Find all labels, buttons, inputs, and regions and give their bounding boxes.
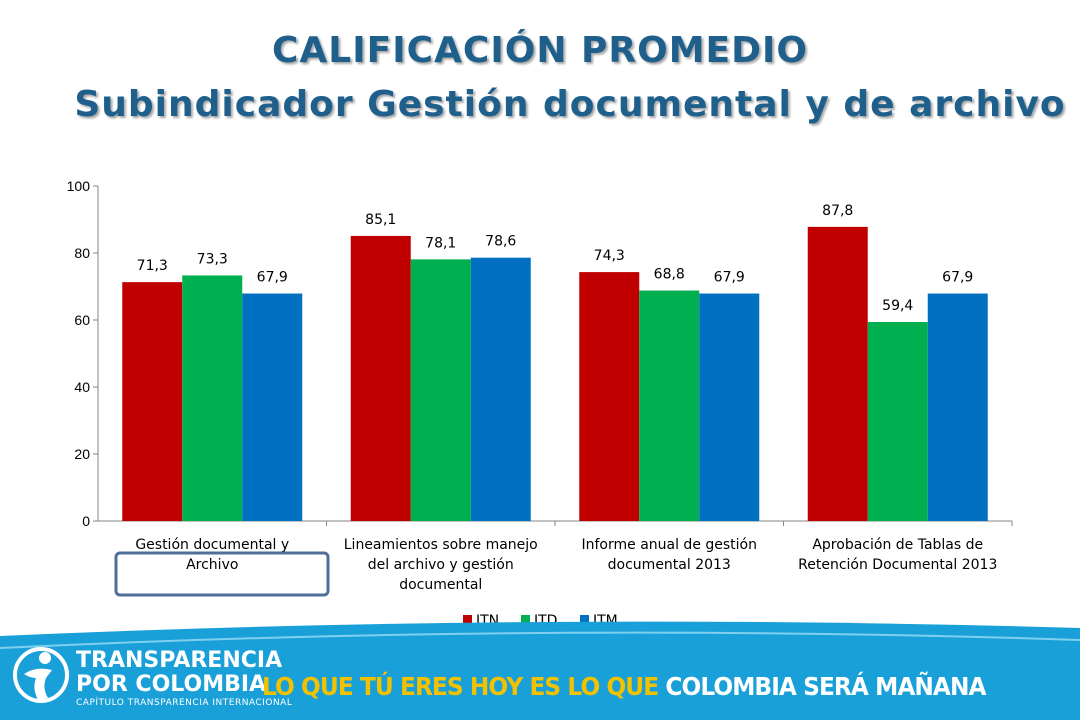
- y-tick-label: 60: [74, 312, 90, 328]
- slogan-part2: COLOMBIA SERÁ MAÑANA: [665, 672, 986, 701]
- page-subtitle: Subindicador Gestión documental y de arc…: [74, 84, 1066, 125]
- data-label: 78,1: [425, 235, 456, 251]
- bar-itm: [242, 293, 303, 521]
- bar-itn: [350, 235, 411, 522]
- bar-itm: [927, 293, 988, 521]
- data-label: 59,4: [882, 298, 913, 314]
- x-category-label: Aprobación de Tablas de: [812, 537, 983, 553]
- logo-name-line1: TRANSPARENCIA: [76, 648, 283, 673]
- data-label: 87,8: [822, 203, 853, 219]
- y-tick-label: 20: [74, 446, 90, 462]
- data-label: 73,3: [197, 251, 228, 267]
- bar-chart: 0 20 40 60 80 100 71,3 73,3 67,9 Gestión document…: [67, 178, 1013, 629]
- data-label: 67,9: [257, 270, 288, 286]
- x-category-label: Informe anual de gestión: [581, 537, 757, 553]
- x-category-label: del archivo y gestión: [368, 557, 514, 573]
- y-tick-label: 80: [74, 245, 90, 261]
- page-title: CALIFICACIÓN PROMEDIO: [272, 30, 808, 71]
- bar-itd: [410, 259, 471, 521]
- bar-itm: [470, 257, 531, 521]
- data-label: 67,9: [714, 270, 745, 286]
- data-label: 67,9: [942, 270, 973, 286]
- bar-itn: [807, 226, 868, 521]
- x-category-label: Gestión documental y: [135, 537, 289, 553]
- y-tick-label: 100: [67, 178, 91, 194]
- legend-swatch-itm: [580, 615, 589, 624]
- x-category-label: documental: [399, 577, 482, 593]
- data-label: 85,1: [365, 212, 396, 228]
- footer-band: [0, 621, 1080, 720]
- bar-itd: [182, 275, 243, 521]
- transparency-logo-icon: [13, 647, 69, 703]
- logo-tagline: CAPÍTULO TRANSPARENCIA INTERNACIONAL: [76, 698, 293, 708]
- highlight-box: [114, 551, 330, 597]
- data-label: 74,3: [594, 248, 625, 264]
- data-label: 68,8: [654, 267, 685, 283]
- x-category-label: Archivo: [186, 557, 238, 573]
- x-category-label: Retención Documental 2013: [798, 557, 997, 573]
- data-label: 78,6: [485, 234, 516, 250]
- bar-itd: [867, 322, 928, 521]
- y-tick-label: 40: [74, 379, 90, 395]
- y-tick-label: 0: [82, 513, 90, 529]
- x-category-label: Lineamientos sobre manejo: [344, 537, 538, 553]
- legend-swatch-itd: [521, 615, 530, 624]
- bar-itd: [639, 290, 700, 521]
- logo-name-line2: POR COLOMBIA: [76, 672, 267, 697]
- slogan: LO QUE TÚ ERES HOY ES LO QUE COLOMBIA SE…: [262, 672, 987, 701]
- legend-swatch-itn: [463, 615, 472, 624]
- bar-itn: [122, 282, 183, 521]
- slogan-part1: LO QUE TÚ ERES HOY ES LO QUE: [262, 672, 666, 701]
- x-category-label: documental 2013: [608, 557, 731, 573]
- bar-itm: [699, 293, 760, 521]
- data-label: 71,3: [137, 258, 168, 274]
- bar-itn: [579, 272, 640, 521]
